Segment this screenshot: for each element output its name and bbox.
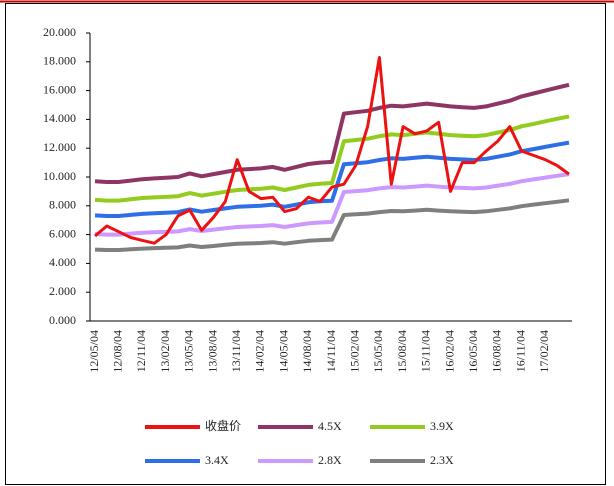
legend-label: 4.5X bbox=[318, 419, 342, 433]
x-tick-label: 15/05/04 bbox=[371, 330, 385, 373]
series-line bbox=[94, 82, 570, 184]
x-tick-label: 12/05/04 bbox=[87, 330, 101, 373]
y-tick-label: 2.000 bbox=[49, 284, 76, 298]
x-tick-label: 13/05/04 bbox=[182, 330, 196, 373]
series-line bbox=[94, 114, 570, 203]
y-tick-label: 20.000 bbox=[43, 25, 76, 39]
y-tick-label: 12.000 bbox=[43, 140, 76, 154]
legend-label: 3.4X bbox=[205, 453, 229, 467]
y-tick-label: 8.000 bbox=[49, 198, 76, 212]
series-line bbox=[94, 56, 570, 245]
legend-label: 2.3X bbox=[430, 453, 454, 467]
chart-frame bbox=[5, 3, 606, 485]
series-line bbox=[94, 172, 570, 237]
y-tick-label: 4.000 bbox=[49, 255, 76, 269]
y-tick-label: 6.000 bbox=[49, 226, 76, 240]
legend-label: 2.8X bbox=[318, 453, 342, 467]
x-tick-label: 14/02/04 bbox=[253, 330, 267, 373]
x-tick-label: 14/08/04 bbox=[300, 330, 314, 373]
series-line bbox=[94, 198, 570, 252]
x-tick-label: 12/11/04 bbox=[134, 330, 148, 372]
x-tick-label: 15/08/04 bbox=[395, 330, 409, 373]
x-tick-label: 14/05/04 bbox=[276, 330, 290, 373]
x-tick-label: 16/02/04 bbox=[442, 330, 456, 373]
y-tick-label: 0.000 bbox=[49, 313, 76, 327]
x-tick-label: 15/11/04 bbox=[419, 330, 433, 372]
x-tick-label: 16/08/04 bbox=[490, 330, 504, 373]
series-line bbox=[94, 140, 570, 218]
x-tick-label: 14/11/04 bbox=[324, 330, 338, 372]
x-tick-label: 15/02/04 bbox=[347, 330, 361, 373]
x-tick-label: 13/02/04 bbox=[158, 330, 172, 373]
x-tick-label: 17/02/04 bbox=[537, 330, 551, 373]
x-tick-label: 12/08/04 bbox=[110, 330, 124, 373]
y-tick-label: 16.000 bbox=[43, 82, 76, 96]
legend-label: 3.9X bbox=[430, 419, 454, 433]
x-tick-label: 16/11/04 bbox=[513, 330, 527, 372]
legend-label: 收盘价 bbox=[205, 418, 241, 433]
y-tick-label: 14.000 bbox=[43, 111, 76, 125]
y-tick-label: 10.000 bbox=[43, 169, 76, 183]
y-tick-label: 18.000 bbox=[43, 54, 76, 68]
x-tick-label: 13/11/04 bbox=[229, 330, 243, 372]
x-tick-label: 13/08/04 bbox=[205, 330, 219, 373]
x-tick-label: 16/05/04 bbox=[466, 330, 480, 373]
